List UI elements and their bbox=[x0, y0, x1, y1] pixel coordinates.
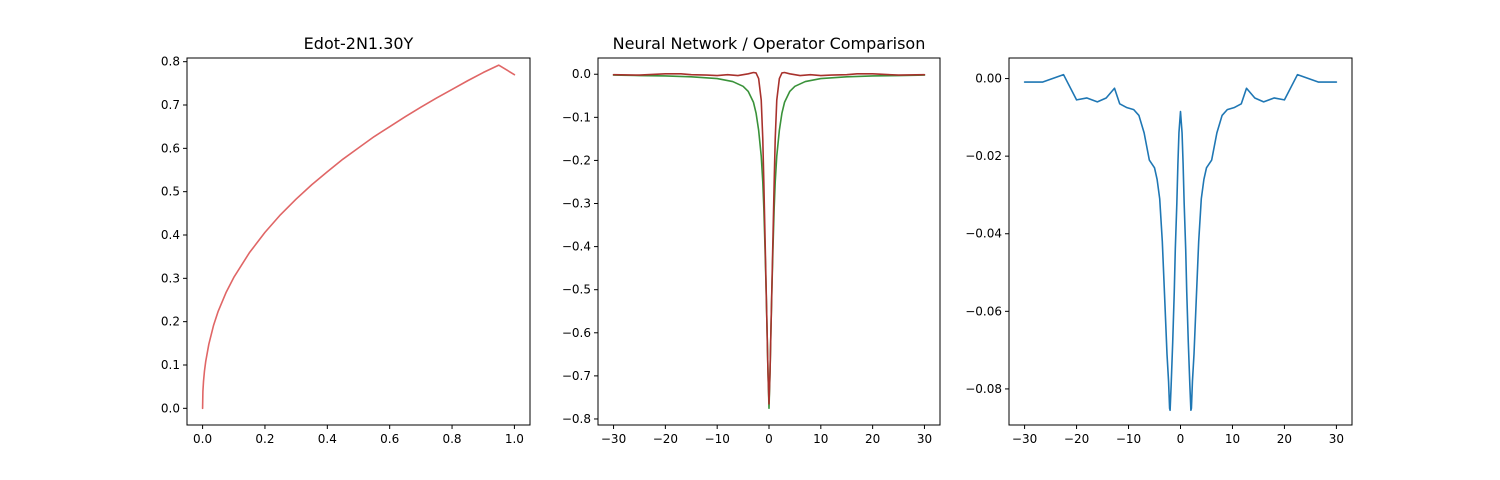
difference-y-tick-label: −0.02 bbox=[965, 149, 1002, 163]
nn-compare-y-tick-label: −0.7 bbox=[562, 369, 591, 383]
panel-difference: −30 −20 −10 0 10 20 30 0.00 −0.02 −0.04 −0.06 −0.08 bbox=[965, 58, 1352, 446]
nn-compare-y-tick-label: −0.3 bbox=[562, 197, 591, 211]
difference-x-tick-label: −20 bbox=[1064, 432, 1089, 446]
edot-y-tick-label: 0.5 bbox=[161, 185, 180, 199]
panel-nn-operator-comparison: −30 −20 −10 0 10 20 30 0.0 −0.1 −0.2 −0.3 −0.4 −0.5 −… bbox=[562, 34, 940, 446]
difference-y-tick-label: 0.00 bbox=[975, 72, 1002, 86]
edot-x-tick-label: 0.4 bbox=[318, 432, 337, 446]
nn-compare-y-tick-label: −0.6 bbox=[562, 326, 591, 340]
edot-x-tick-label: 1.0 bbox=[505, 432, 524, 446]
difference-x-tick-label: 30 bbox=[1329, 432, 1344, 446]
nn-compare-x-tick-label: 10 bbox=[813, 432, 828, 446]
nn-compare-x-tick-label: 30 bbox=[917, 432, 932, 446]
edot-x-tick-label: 0.8 bbox=[442, 432, 461, 446]
nn-compare-y-tick-label: −0.5 bbox=[562, 283, 591, 297]
nn-compare-x-tick-label: 20 bbox=[865, 432, 880, 446]
edot-y-tick-label: 0.1 bbox=[161, 358, 180, 372]
nn-compare-x-tick-label: −30 bbox=[601, 432, 626, 446]
nn-compare-x-tick-label: −10 bbox=[705, 432, 730, 446]
edot-y-tick-label: 0.4 bbox=[161, 228, 180, 242]
edot-y-tick-label: 0.3 bbox=[161, 271, 180, 285]
edot-y-tick-label: 0.2 bbox=[161, 315, 180, 329]
nn-compare-x-tick-label: −20 bbox=[653, 432, 678, 446]
difference-x-tick-label: 20 bbox=[1277, 432, 1292, 446]
difference-y-tick-label: −0.04 bbox=[965, 227, 1002, 241]
difference-series-difference-line bbox=[1025, 75, 1337, 411]
edot-axes-frame bbox=[187, 58, 530, 425]
nn-compare-series-green-line bbox=[614, 75, 925, 408]
nn-compare-y-tick-label: −0.8 bbox=[562, 412, 591, 426]
difference-x-tick-label: −10 bbox=[1116, 432, 1141, 446]
edot-y-tick-label: 0.8 bbox=[161, 55, 180, 69]
nn-compare-chart-title: Neural Network / Operator Comparison bbox=[613, 34, 926, 53]
edot-y-tick-label: 0.0 bbox=[161, 401, 180, 415]
nn-compare-y-tick-label: −0.1 bbox=[562, 110, 591, 124]
nn-compare-series-red-line bbox=[614, 73, 925, 404]
difference-y-tick-label: −0.08 bbox=[965, 382, 1002, 396]
edot-y-tick-label: 0.7 bbox=[161, 98, 180, 112]
edot-chart-title: Edot-2N1.30Y bbox=[304, 34, 414, 53]
difference-x-tick-label: −30 bbox=[1012, 432, 1037, 446]
difference-x-tick-label: 10 bbox=[1225, 432, 1240, 446]
nn-compare-y-tick-label: 0.0 bbox=[572, 67, 591, 81]
edot-x-tick-label: 0.2 bbox=[255, 432, 274, 446]
edot-y-tick-label: 0.6 bbox=[161, 141, 180, 155]
difference-x-tick-label: 0 bbox=[1177, 432, 1185, 446]
panel-edot-curve: 0.0 0.2 0.4 0.6 0.8 1.0 0.0 0.1 0.2 0.3 0.4 0.5 0.6 0… bbox=[161, 34, 530, 446]
nn-compare-x-tick-label: 0 bbox=[765, 432, 773, 446]
nn-compare-y-tick-label: −0.4 bbox=[562, 240, 591, 254]
edot-series-curve-line bbox=[203, 65, 515, 408]
nn-compare-y-tick-label: −0.2 bbox=[562, 153, 591, 167]
edot-x-tick-label: 0.0 bbox=[193, 432, 212, 446]
difference-y-tick-label: −0.06 bbox=[965, 304, 1002, 318]
nn-compare-axes-frame bbox=[598, 58, 940, 425]
edot-x-tick-label: 0.6 bbox=[380, 432, 399, 446]
